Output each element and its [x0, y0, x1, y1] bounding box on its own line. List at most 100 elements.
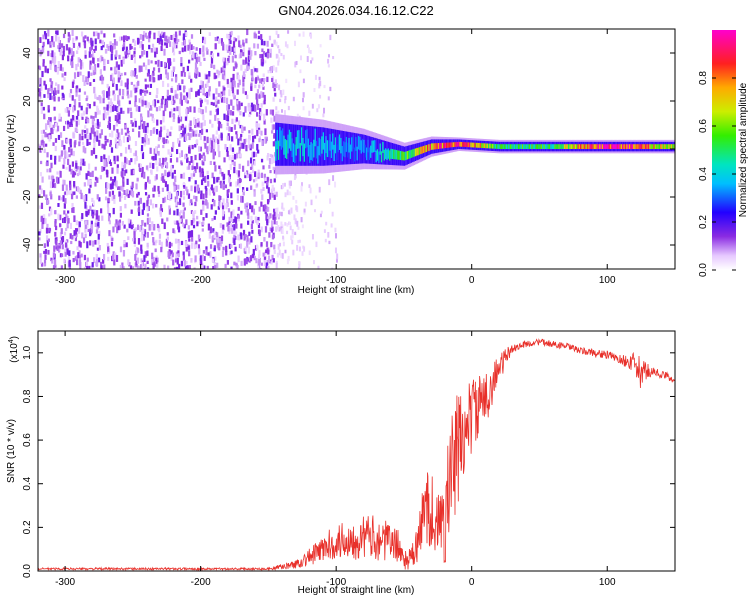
heatmap-cell: [200, 122, 203, 129]
heatmap-cell: [153, 268, 156, 269]
heatmap-cell: [209, 160, 212, 166]
heatmap-cell: [300, 185, 303, 192]
heatmap-cell: [62, 164, 65, 169]
heatmap-cell: [144, 263, 147, 269]
heatmap-cell: [106, 59, 110, 65]
heatmap-cell: [239, 124, 242, 129]
heatmap-cell: [109, 139, 112, 146]
heatmap-cell: [88, 103, 91, 109]
heatmap-cell: [517, 144, 520, 149]
heatmap-cell: [209, 53, 212, 57]
heatmap-cell: [173, 43, 177, 49]
heatmap-cell: [51, 175, 55, 182]
heatmap-cell: [64, 108, 67, 113]
heatmap-cell: [628, 144, 631, 149]
heatmap-cell: [201, 160, 204, 165]
heatmap-cell: [153, 47, 156, 53]
heatmap-cell: [91, 197, 94, 203]
heatmap-cell: [183, 39, 186, 46]
heatmap-cell: [236, 169, 239, 175]
heatmap-cell: [263, 94, 266, 101]
heatmap-cell: [217, 93, 220, 97]
heatmap-cell: [155, 47, 158, 55]
heatmap-cell: [116, 164, 119, 168]
heatmap-cell: [171, 172, 174, 179]
heatmap-cell: [70, 118, 73, 126]
heatmap-cell: [119, 212, 123, 218]
heatmap-cell: [268, 192, 272, 200]
heatmap-cell: [248, 134, 251, 140]
heatmap-cell: [280, 221, 283, 228]
heatmap-cell: [56, 171, 59, 175]
heatmap-cell: [56, 31, 59, 35]
heatmap-cell: [75, 115, 79, 120]
heatmap-cell: [315, 195, 318, 199]
heatmap-cell: [124, 72, 127, 76]
heatmap-cell: [185, 97, 188, 103]
heatmap-cell: [186, 65, 190, 72]
heatmap-cell: [269, 109, 272, 115]
heatmap-cell: [112, 77, 115, 84]
heatmap-cell: [208, 189, 211, 196]
heatmap-cell: [134, 254, 137, 261]
heatmap-cell: [51, 56, 54, 64]
heatmap-cell: [254, 201, 257, 206]
heatmap-cell: [275, 106, 278, 111]
heatmap-cell: [607, 144, 609, 149]
heatmap-cell: [45, 162, 48, 167]
heatmap-cell: [224, 263, 227, 269]
heatmap-cell: [168, 171, 171, 177]
heatmap-cell: [444, 142, 447, 149]
heatmap-cell: [308, 110, 311, 116]
heatmap-cell: [414, 148, 417, 157]
colorbar: 0.00.20.40.60.8 Normalized spectral ampl…: [698, 30, 749, 277]
heatmap-cell: [202, 250, 205, 254]
heatmap-cell: [89, 64, 92, 70]
heatmap-cell: [271, 254, 274, 260]
heatmap-cell: [319, 94, 322, 99]
heatmap-cell: [181, 42, 184, 46]
heatmap-cell: [309, 144, 311, 163]
heatmap-cell: [399, 150, 402, 161]
heatmap-cell: [42, 34, 45, 40]
heatmap-cell: [269, 213, 272, 219]
colorbar-gradient: [712, 30, 736, 270]
heatmap-cell: [187, 268, 191, 269]
heatmap-cell: [301, 224, 304, 229]
heatmap-cell: [282, 183, 285, 189]
heatmap-cell: [172, 114, 176, 120]
heatmap-cell: [635, 144, 638, 149]
heatmap-cell: [43, 80, 46, 86]
heatmap-cell: [164, 181, 168, 188]
heatmap-cell: [254, 84, 257, 89]
heatmap-cell: [73, 215, 76, 223]
heatmap-cell: [183, 207, 187, 211]
heatmap-cell: [251, 229, 254, 234]
heatmap-cell: [231, 161, 234, 165]
heatmap-cell: [286, 189, 289, 196]
heatmap-cell: [206, 49, 209, 55]
heatmap-cell: [39, 257, 42, 264]
heatmap-cell: [146, 267, 150, 269]
heatmap-cell: [376, 149, 379, 161]
heatmap-cell: [120, 185, 123, 191]
heatmap-cell: [141, 95, 144, 100]
heatmap-cell: [231, 111, 235, 116]
heatmap-cell: [127, 50, 130, 54]
heatmap-cell: [68, 259, 71, 267]
heatmap-cell: [562, 144, 565, 149]
heatmap-cell: [214, 256, 217, 261]
heatmap-cell: [54, 219, 57, 224]
heatmap-cell: [98, 245, 101, 251]
heatmap-cell: [137, 266, 141, 269]
heatmap-cell: [89, 179, 92, 185]
heatmap-cell: [258, 136, 262, 141]
heatmap-cell: [175, 45, 178, 49]
heatmap-cell: [148, 217, 151, 223]
snr-plot-area: [38, 331, 675, 571]
heatmap-cell: [340, 137, 342, 154]
heatmap-cell: [250, 86, 253, 91]
heatmap-cell: [76, 85, 79, 89]
heatmap-cell: [271, 43, 274, 48]
heatmap-cell: [53, 117, 56, 121]
